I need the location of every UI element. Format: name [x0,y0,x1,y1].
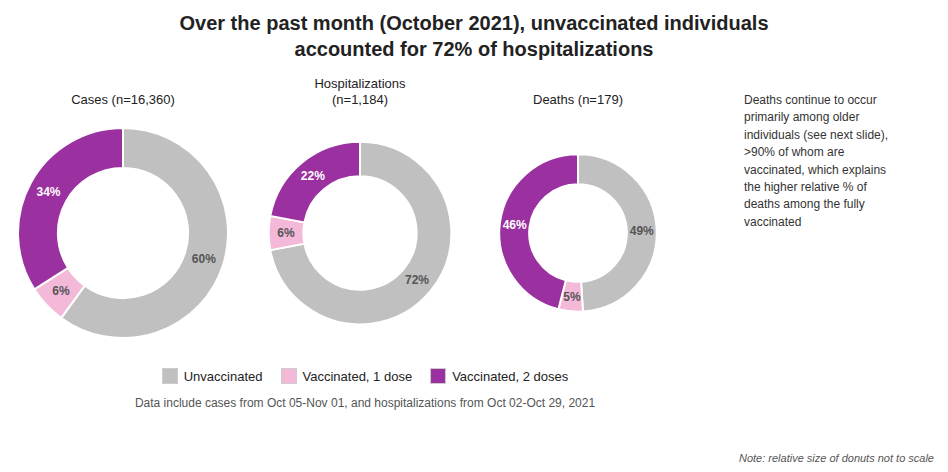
html-text:Deaths continue to occur: Deaths continue to occur [744,93,877,107]
html-text:Data include cases from Oct 05: Data include cases from Oct 05-Nov 01, a… [134,396,596,410]
svg-text:34%: 34% [36,185,60,199]
html-text:vaccinated, which explains: vaccinated, which explains [744,162,887,177]
svg-text:6%: 6% [52,284,70,298]
svg-text:72%: 72% [405,273,429,287]
html-text:Hospitalizations: Hospitalizations [314,76,406,91]
html-text:deaths among the fully: deaths among the fully [744,197,865,212]
svg-text:22%: 22% [301,169,325,183]
svg-text:49%: 49% [630,224,654,238]
html-text:Vaccinated, 2 doses: Vaccinated, 2 doses [452,368,569,384]
html-text:Over the past month (October 2: Over the past month (October 2021), unva… [179,12,769,34]
html-text:the higher relative % of: the higher relative % of [744,180,867,194]
html-text:individuals (see next slide),: individuals (see next slide), [744,127,889,142]
svg-text:60%: 60% [192,252,216,266]
svg-text:46%: 46% [503,218,527,232]
html-text:>90% of whom are: >90% of whom are [744,145,845,160]
html-text:primarily among older: primarily among older [744,110,860,125]
svg-text:6%: 6% [277,226,295,240]
html-text:vaccinated: vaccinated [744,214,802,229]
html-text:(n=1,184): (n=1,184) [332,92,388,107]
html-text:accounted for 72% of hospitali: accounted for 72% of hospitalizations [294,38,654,60]
html-text:Unvaccinated: Unvaccinated [183,368,263,384]
html-text:Note: relative size of donuts: Note: relative size of donuts not to sca… [738,452,934,464]
html-text:Cases (n=16,360): Cases (n=16,360) [71,92,175,107]
svg-text:5%: 5% [563,290,581,304]
html-text:Deaths (n=179): Deaths (n=179) [533,92,623,107]
html-text:Vaccinated, 1 dose: Vaccinated, 1 dose [302,368,413,384]
